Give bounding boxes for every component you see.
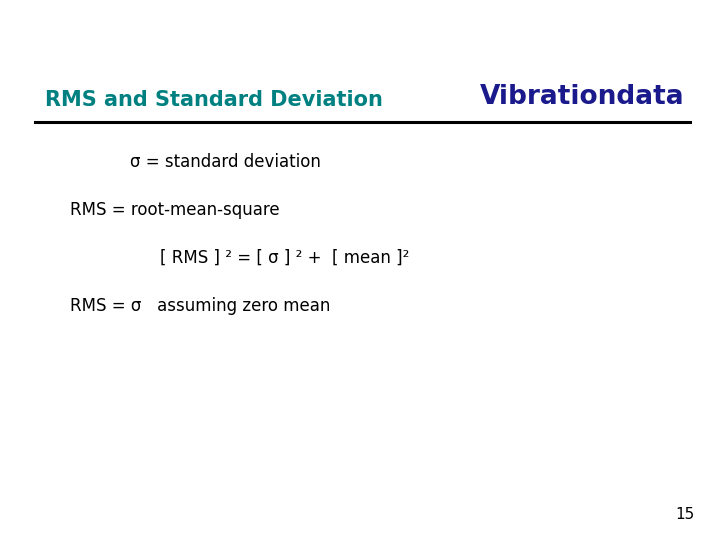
Text: RMS = root-mean-square: RMS = root-mean-square <box>70 201 279 219</box>
Text: RMS = σ   assuming zero mean: RMS = σ assuming zero mean <box>70 297 330 315</box>
Text: σ = standard deviation: σ = standard deviation <box>130 153 321 171</box>
Text: 15: 15 <box>676 507 695 522</box>
Text: [ RMS ] ² = [ σ ] ² +  [ mean ]²: [ RMS ] ² = [ σ ] ² + [ mean ]² <box>160 249 410 267</box>
Text: RMS and Standard Deviation: RMS and Standard Deviation <box>45 90 383 110</box>
Text: Vibrationdata: Vibrationdata <box>480 84 685 110</box>
